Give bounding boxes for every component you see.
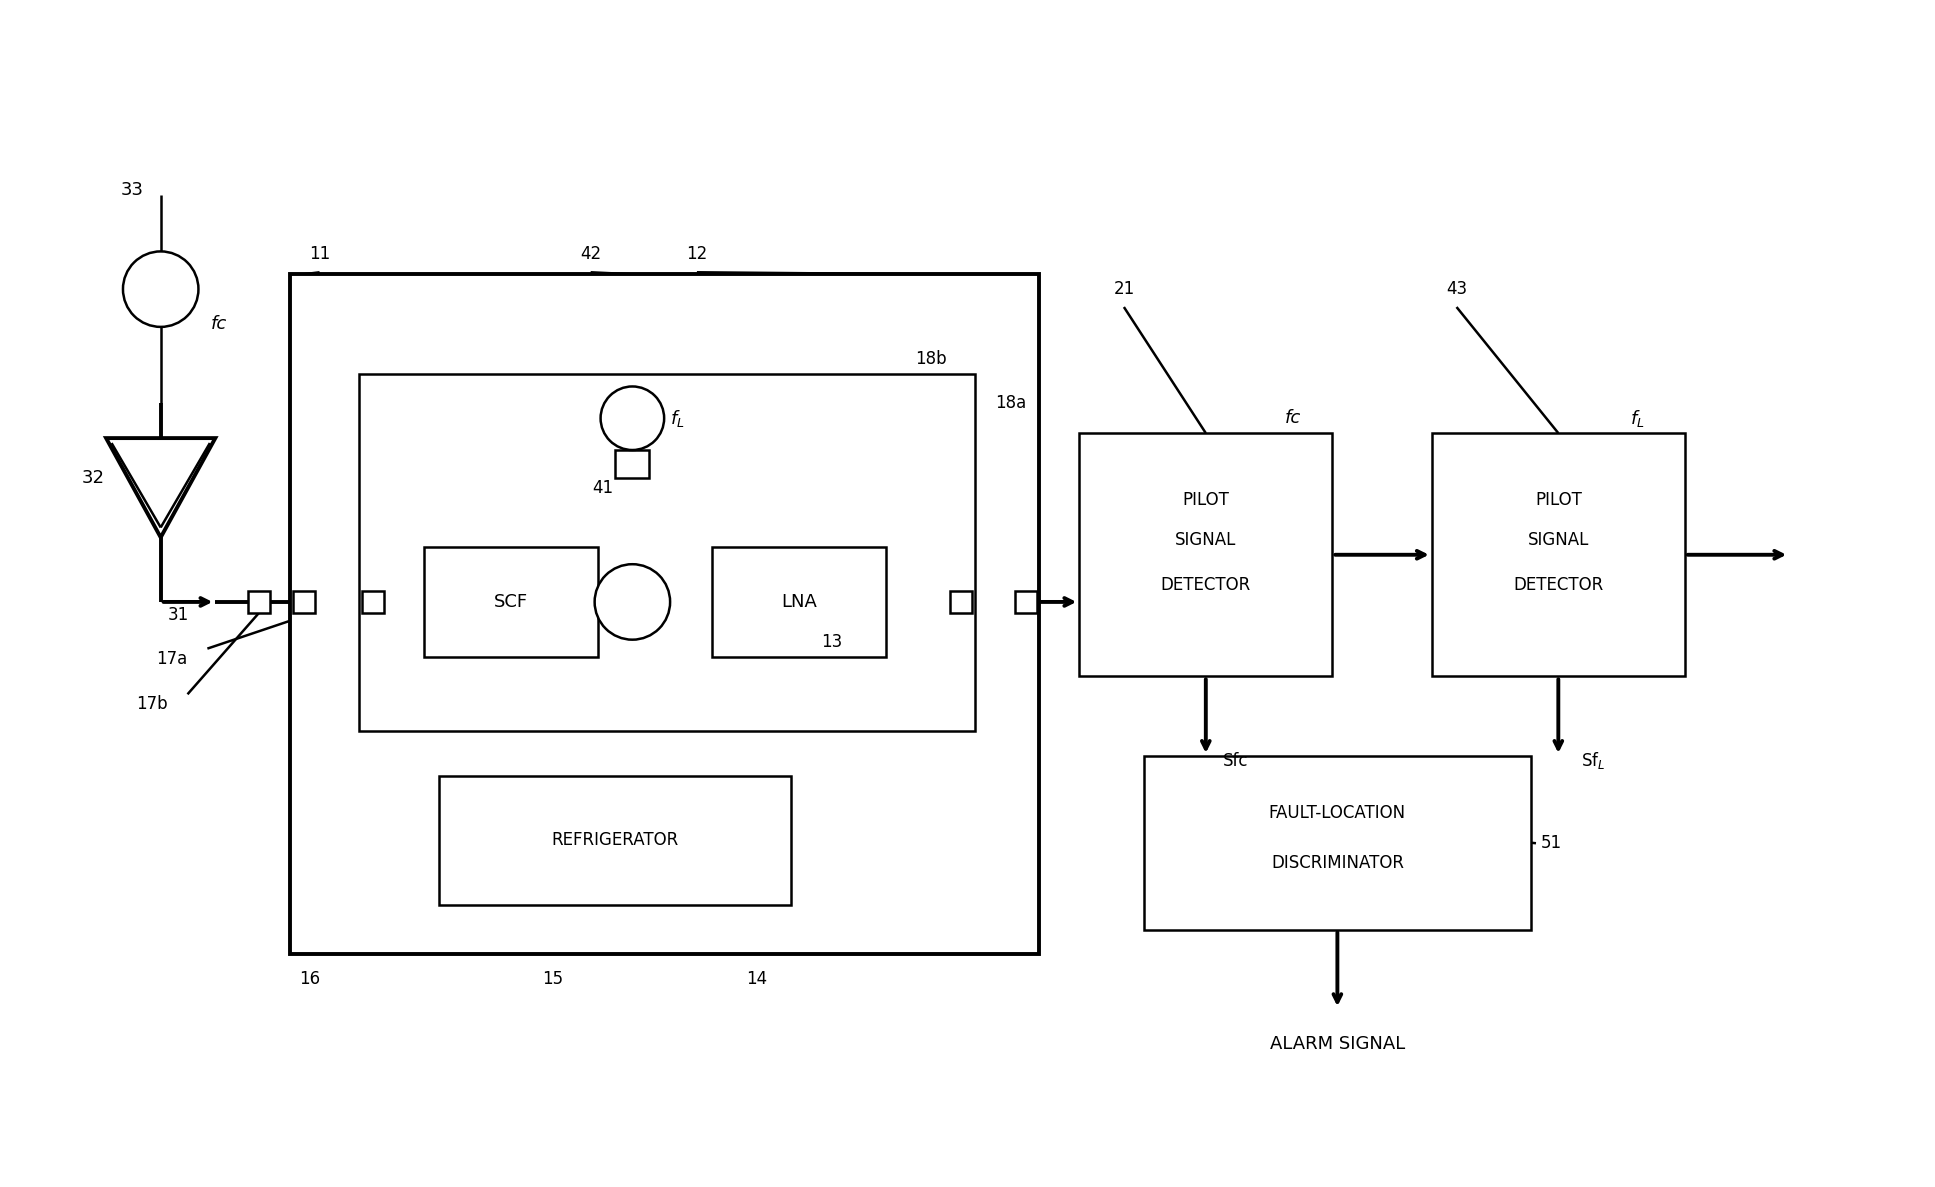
Text: 18b: 18b — [915, 350, 946, 368]
Text: PILOT: PILOT — [1534, 491, 1581, 509]
Text: LNA: LNA — [780, 594, 817, 611]
Circle shape — [594, 564, 670, 640]
Text: ALARM SIGNAL: ALARM SIGNAL — [1269, 1035, 1405, 1053]
Text: DISCRIMINATOR: DISCRIMINATOR — [1271, 853, 1405, 871]
Text: 32: 32 — [81, 469, 104, 487]
Circle shape — [600, 387, 664, 450]
Bar — [290, 274, 1039, 954]
Text: 13: 13 — [820, 633, 842, 650]
Text: 12: 12 — [687, 246, 708, 264]
Text: 16: 16 — [300, 970, 319, 989]
Bar — [360, 374, 975, 731]
Text: 42: 42 — [580, 246, 602, 264]
Bar — [302, 591, 325, 612]
Text: DETECTOR: DETECTOR — [1513, 576, 1604, 594]
Bar — [712, 547, 886, 656]
Bar — [1432, 433, 1685, 677]
Text: f$_L$: f$_L$ — [670, 408, 685, 429]
Text: 51: 51 — [1540, 834, 1562, 852]
Text: 31: 31 — [168, 605, 190, 624]
Text: SCF: SCF — [493, 594, 528, 611]
Text: 14: 14 — [745, 970, 766, 989]
Text: DETECTOR: DETECTOR — [1161, 576, 1250, 594]
Bar — [362, 591, 385, 612]
Text: f$_L$: f$_L$ — [1629, 408, 1645, 429]
Bar — [1144, 756, 1531, 929]
Text: 11: 11 — [310, 246, 331, 264]
Bar — [439, 776, 791, 904]
Text: fc: fc — [211, 315, 226, 332]
Bar — [424, 547, 598, 656]
Text: REFRIGERATOR: REFRIGERATOR — [551, 831, 679, 849]
Text: 17a: 17a — [157, 649, 188, 667]
Text: 18a: 18a — [995, 394, 1026, 412]
Text: SIGNAL: SIGNAL — [1527, 531, 1589, 548]
Text: 17b: 17b — [135, 696, 168, 713]
Bar — [615, 450, 650, 478]
Bar — [292, 591, 315, 612]
Text: fc: fc — [1285, 410, 1300, 427]
Text: 15: 15 — [542, 970, 563, 989]
Text: PILOT: PILOT — [1182, 491, 1229, 509]
Bar — [1014, 591, 1037, 612]
Bar — [950, 591, 971, 612]
Text: 33: 33 — [122, 180, 143, 199]
Text: 41: 41 — [592, 478, 613, 496]
Text: ~: ~ — [153, 280, 168, 298]
Text: FAULT-LOCATION: FAULT-LOCATION — [1269, 804, 1407, 821]
Bar — [248, 591, 269, 612]
Circle shape — [124, 252, 199, 326]
Polygon shape — [106, 438, 215, 538]
Text: Sfc: Sfc — [1223, 751, 1248, 770]
Text: Sf$_L$: Sf$_L$ — [1581, 750, 1604, 772]
Text: 43: 43 — [1445, 280, 1467, 298]
Text: SIGNAL: SIGNAL — [1175, 531, 1236, 548]
Bar — [1080, 433, 1333, 677]
Text: ~: ~ — [625, 410, 639, 427]
Text: 21: 21 — [1113, 280, 1134, 298]
